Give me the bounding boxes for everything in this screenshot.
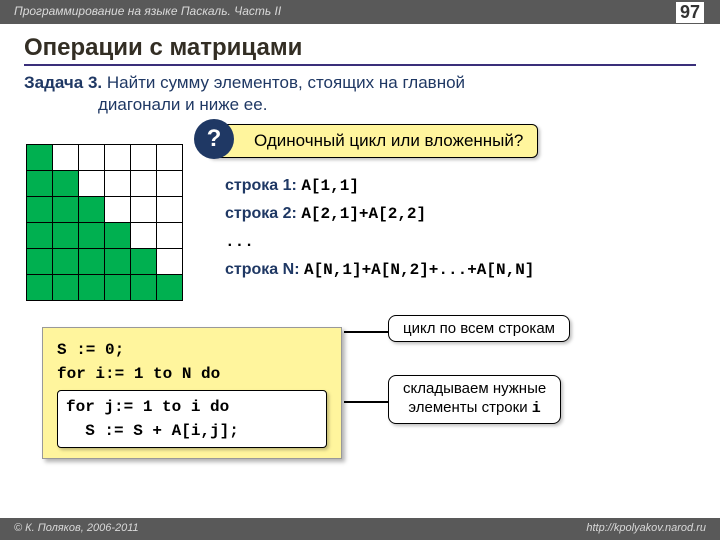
question-box: ? Одиночный цикл или вложенный? — [207, 124, 538, 158]
footer: © К. Поляков, 2006-2011 http://kpolyakov… — [0, 518, 720, 540]
row-lines: строка 1: A[1,1] строка 2: A[2,1]+A[2,2]… — [225, 172, 696, 284]
row2-label: строка 2: — [225, 205, 301, 222]
callout-rows: цикл по всем строкам — [388, 315, 570, 342]
right-column: ? Одиночный цикл или вложенный? строка 1… — [203, 124, 696, 284]
mid-row: ? Одиночный цикл или вложенный? строка 1… — [24, 124, 696, 301]
task-text: Задача 3. Найти сумму элементов, стоящих… — [24, 72, 696, 116]
code-l1: S := 0; — [57, 338, 327, 362]
footer-right: http://kpolyakov.narod.ru — [586, 522, 706, 540]
code-l2: for i:= 1 to N do — [57, 362, 327, 386]
callout-rows-text: цикл по всем строкам — [403, 320, 555, 337]
connector-2 — [344, 401, 388, 403]
row2-code: A[2,1]+A[2,2] — [301, 205, 426, 223]
row-dots: ... — [225, 229, 696, 256]
callout-inner: складываем нужные элементы строки i — [388, 375, 561, 424]
title-rule — [24, 64, 696, 66]
callout-inner-l2: элементы строки — [408, 399, 531, 416]
task-line1: Найти сумму элементов, стоящих на главно… — [102, 73, 465, 92]
rowN-label: строка N: — [225, 261, 304, 278]
content: Операции с матрицами Задача 3. Найти сум… — [0, 24, 720, 301]
row1-label: строка 1: — [225, 177, 301, 194]
rowN-code: A[N,1]+A[N,2]+...+A[N,N] — [304, 261, 534, 279]
breadcrumb: Программирование на языке Паскаль. Часть… — [14, 4, 281, 24]
page-title: Операции с матрицами — [24, 34, 696, 62]
question-text: Одиночный цикл или вложенный? — [254, 131, 523, 150]
code-l4: S := S + A[i,j]; — [66, 419, 318, 443]
footer-left: © К. Поляков, 2006-2011 — [14, 522, 139, 540]
task-line2: диагонали и ниже ее. — [24, 94, 696, 116]
question-mark-icon: ? — [194, 119, 234, 159]
callout-inner-l1: складываем нужные — [403, 380, 546, 397]
row1-code: A[1,1] — [301, 177, 359, 195]
slide: Программирование на языке Паскаль. Часть… — [0, 0, 720, 540]
code-l3: for j:= 1 to i do — [66, 395, 318, 419]
inner-code-block: for j:= 1 to i do S := S + A[i,j]; — [57, 390, 327, 448]
code-block: S := 0; for i:= 1 to N do for j:= 1 to i… — [42, 327, 342, 459]
matrix-grid — [26, 144, 183, 301]
topbar: Программирование на языке Паскаль. Часть… — [0, 0, 720, 24]
callout-inner-bold: i — [532, 400, 541, 417]
page-number: 97 — [676, 2, 704, 23]
connector-1 — [344, 331, 388, 333]
task-label: Задача 3. — [24, 73, 102, 92]
